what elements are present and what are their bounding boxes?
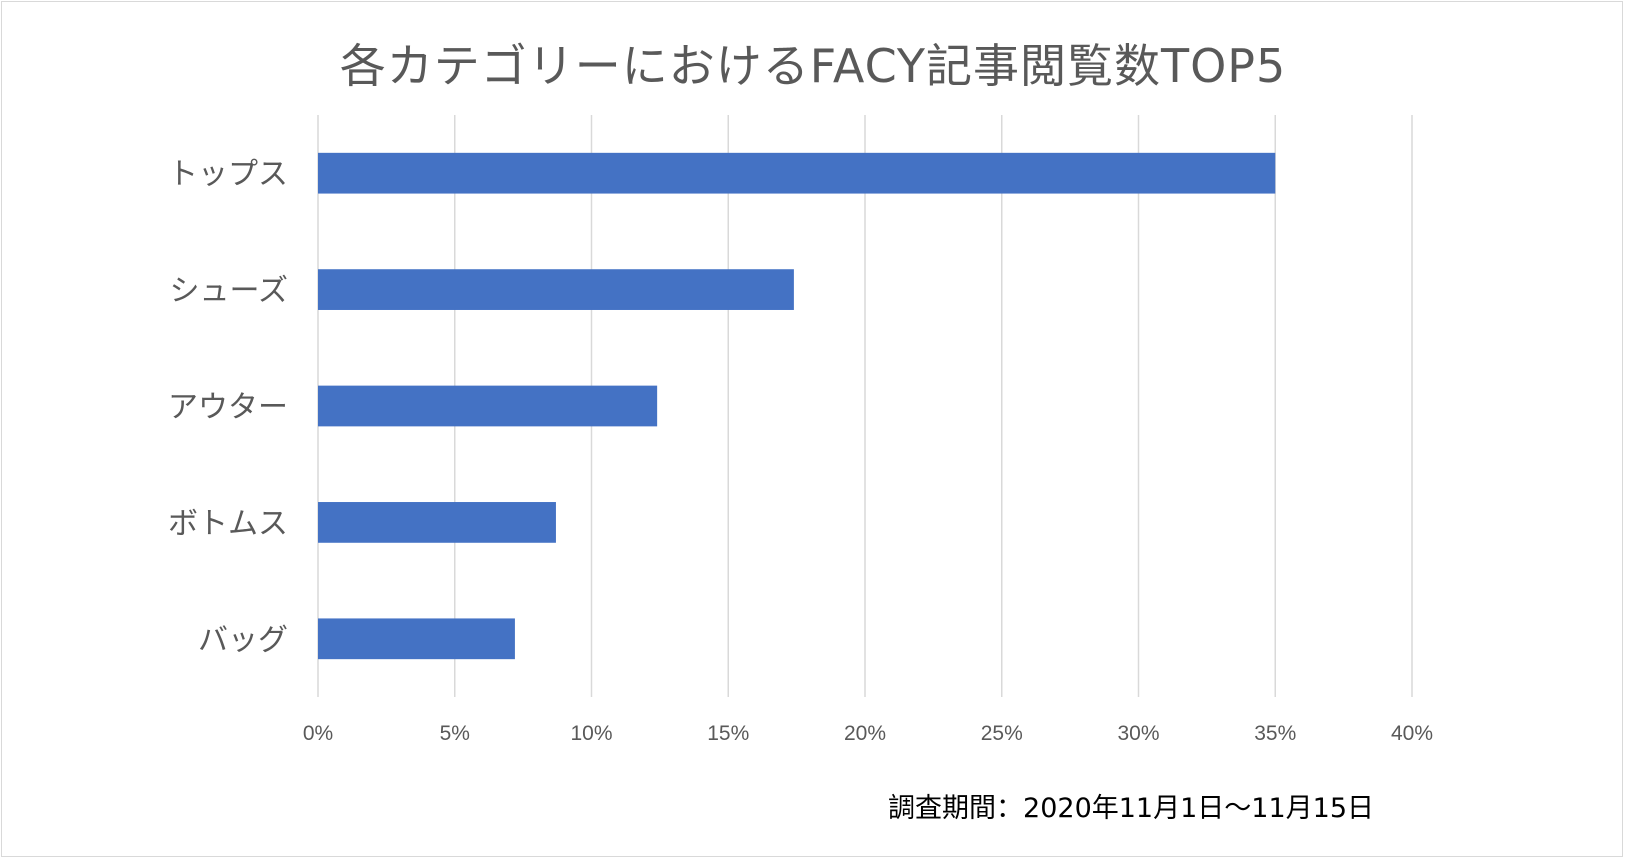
x-tick-label: 20% [844, 722, 886, 745]
bar [318, 502, 556, 543]
x-tick-labels: 0% 5% 10% 15% 20% 25% 30% 35% 40% [303, 722, 1433, 745]
x-tick-label: 0% [303, 722, 333, 745]
x-tick-label: 5% [440, 722, 470, 745]
category-label: シューズ [170, 274, 289, 309]
x-tick-label: 15% [707, 722, 749, 745]
chart-title: 各カテゴリーにおけるFACY記事閲覧数TOP5 [339, 39, 1287, 93]
category-label: ボトムス [168, 506, 288, 541]
category-label: バッグ [198, 623, 288, 658]
bar [318, 152, 1276, 194]
bar [318, 618, 515, 660]
x-tick-label: 35% [1254, 722, 1296, 745]
x-tick-label: 25% [981, 722, 1023, 745]
bar [318, 269, 794, 310]
survey-period-note: 調査期間：2020年11月1日～11月15日 [888, 793, 1374, 824]
bar [318, 385, 658, 427]
category-label: トップス [168, 157, 288, 192]
x-tick-label: 40% [1391, 722, 1433, 745]
x-tick-label: 10% [570, 722, 612, 745]
bars [318, 152, 1276, 660]
category-label: アウター [168, 390, 288, 425]
x-tick-label: 30% [1117, 722, 1159, 745]
